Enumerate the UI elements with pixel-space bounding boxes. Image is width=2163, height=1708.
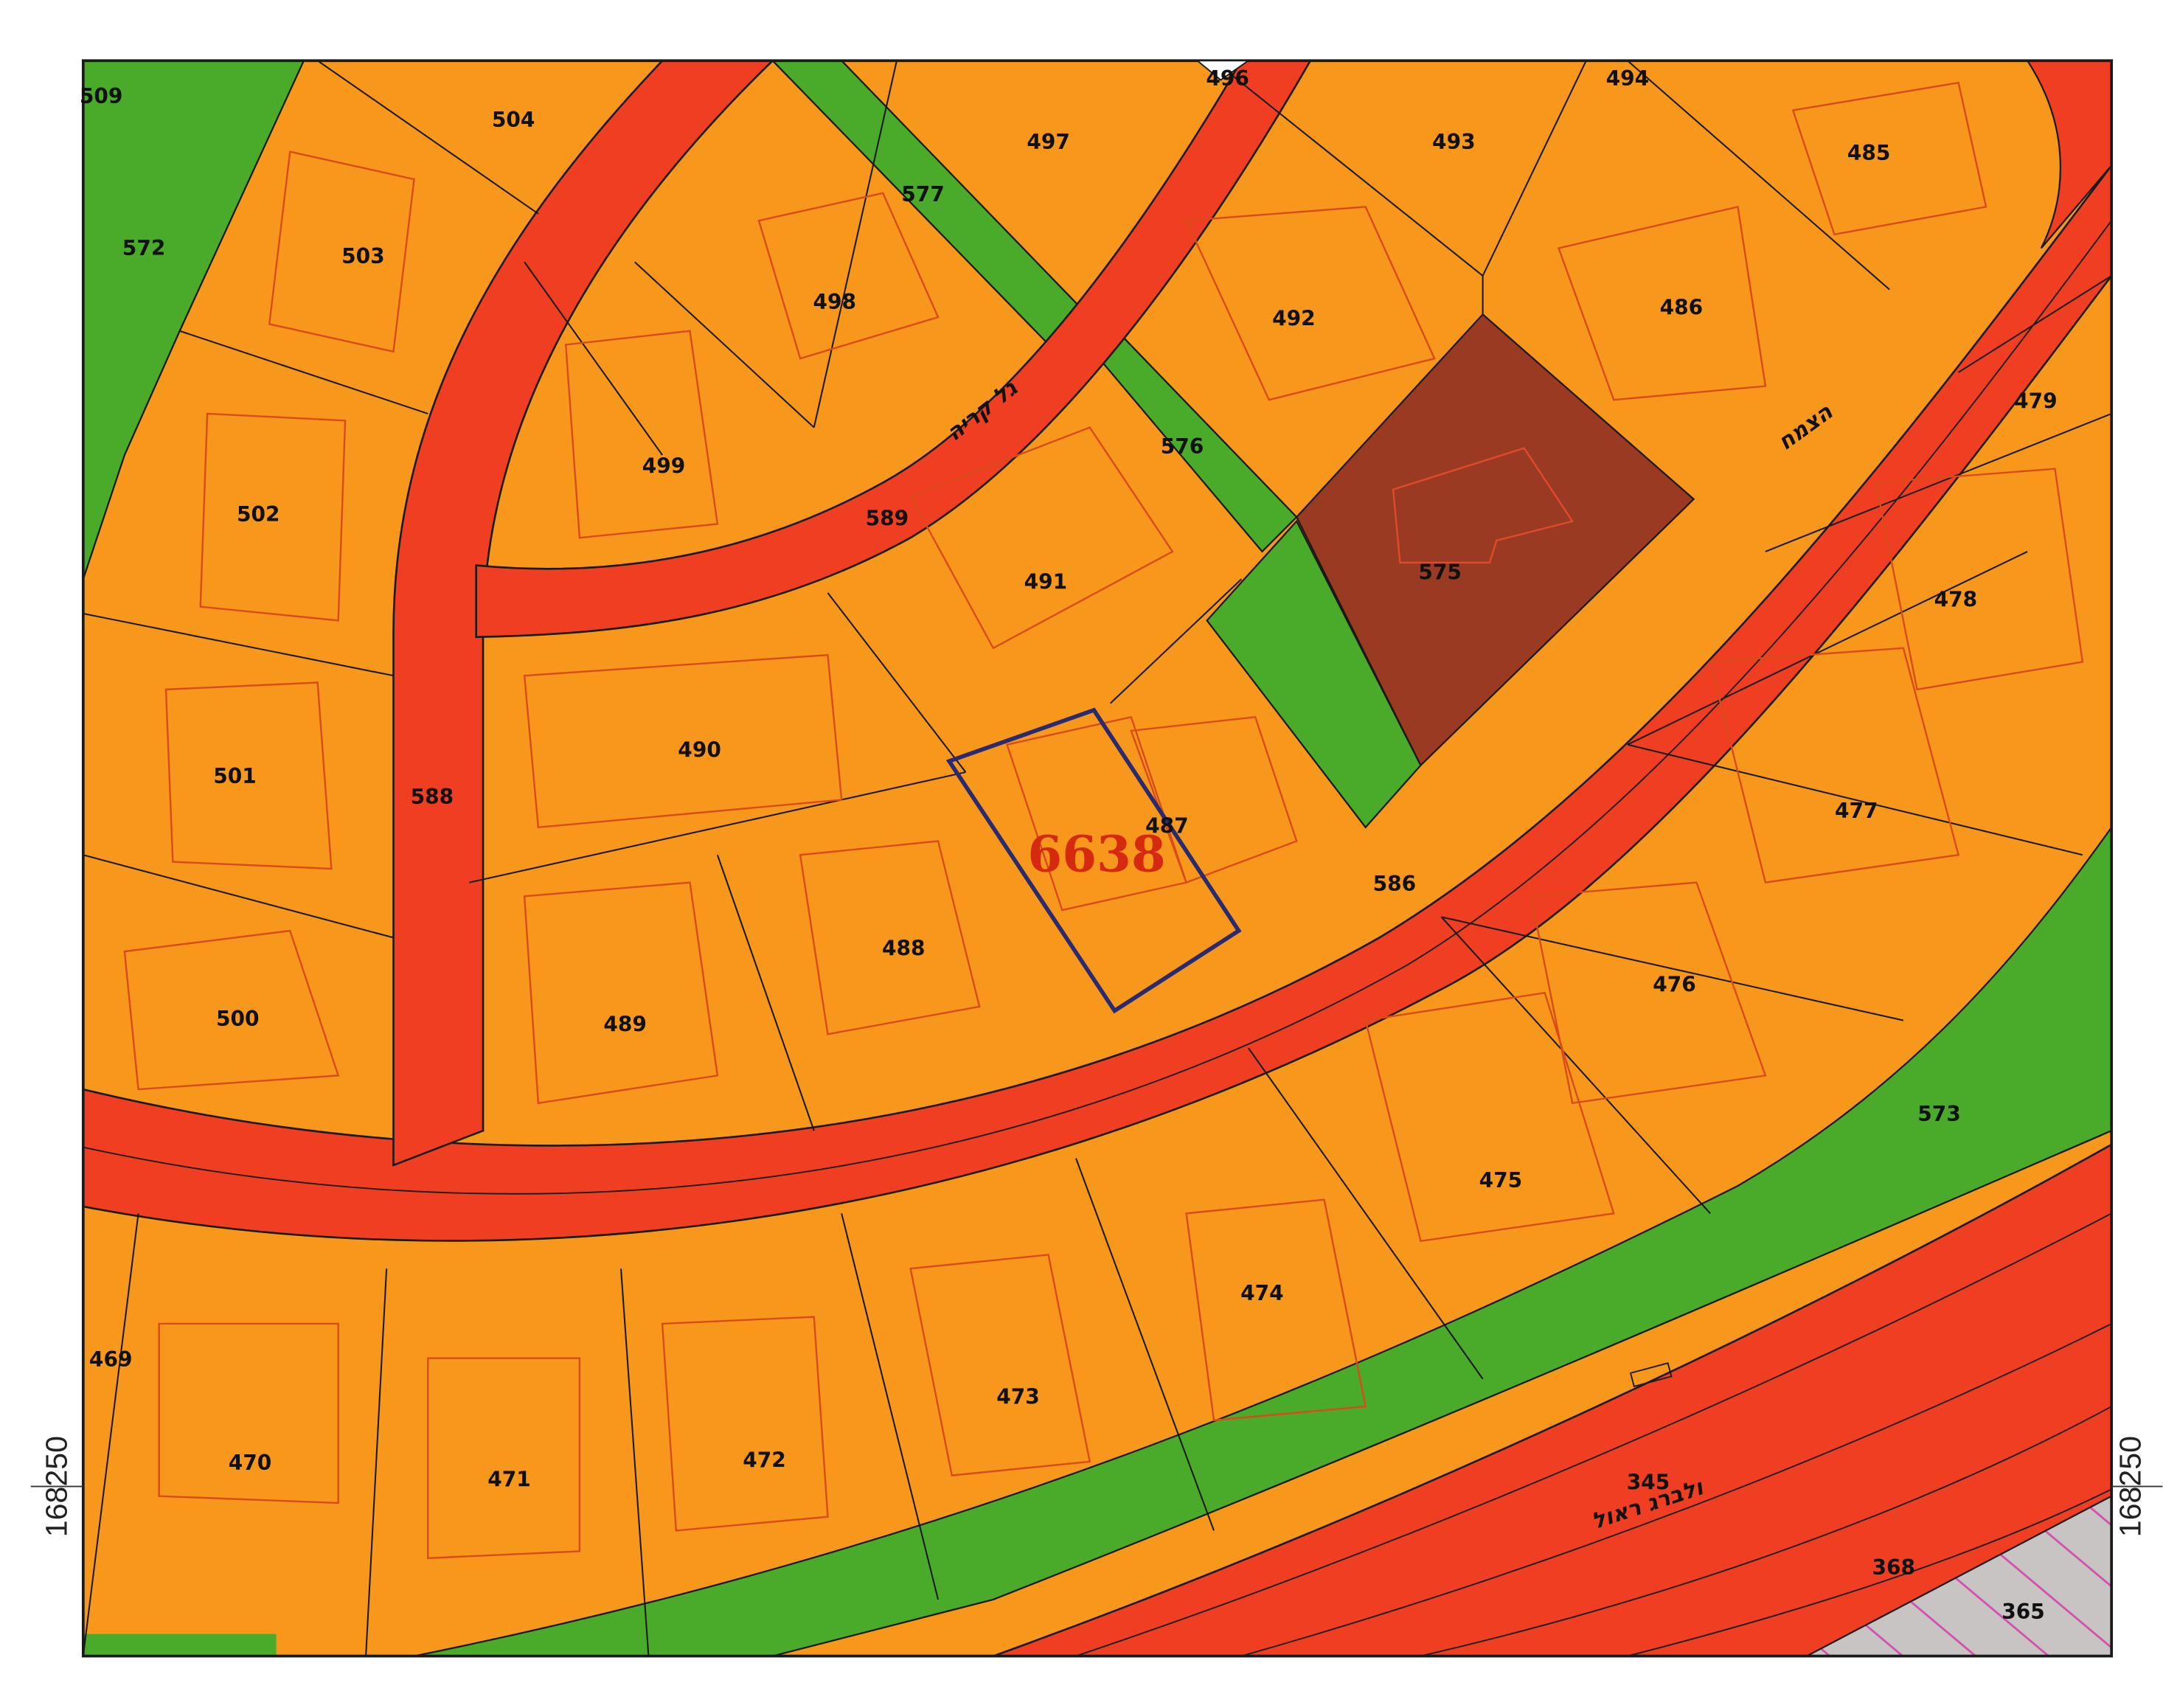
parcel-label: 589 <box>866 506 909 530</box>
parcel-label: 503 <box>341 244 385 268</box>
green-area-572 <box>83 60 305 580</box>
parcel-label: 502 <box>237 502 280 527</box>
parcel-label: 365 <box>2001 1600 2045 1624</box>
parcel-label: 471 <box>487 1468 531 1492</box>
parcel-label: 490 <box>678 737 721 762</box>
parcel-label: 576 <box>1161 434 1204 459</box>
parcel-label: 368 <box>1872 1555 1916 1580</box>
parcel-label: 499 <box>642 454 686 478</box>
green-area-573 <box>414 825 2112 1656</box>
highway-line-2 <box>1241 1323 2112 1656</box>
highway-line-3 <box>1420 1406 2112 1656</box>
parcel-label: 479 <box>2014 389 2058 413</box>
road-588 <box>392 60 774 1167</box>
highlighted-block-6638[interactable] <box>945 707 1242 1014</box>
parcel-label: 345 <box>1627 1470 1670 1494</box>
parcel-label: 577 <box>901 182 945 206</box>
green-area-corner <box>83 1634 277 1656</box>
parcel-label: 501 <box>213 764 257 788</box>
parcel-label: 500 <box>216 1007 260 1031</box>
parcel-label: 492 <box>1272 306 1316 330</box>
block-number-label: 6638 <box>1027 825 1165 883</box>
parcel-label: 474 <box>1240 1281 1284 1305</box>
road-centerline <box>83 220 2112 1195</box>
parcel-label: 478 <box>1934 588 1978 612</box>
public-parcel-575 <box>1295 313 1695 767</box>
parcel-label: 475 <box>1479 1168 1523 1193</box>
road-345 <box>993 1143 2112 1656</box>
parcel-label: 504 <box>492 108 535 132</box>
hatched-area-365 <box>1806 1495 2112 1656</box>
parcel-label: 572 <box>122 236 166 260</box>
parcel-boundaries <box>83 60 2112 1656</box>
parcel-label: 573 <box>1917 1102 1961 1126</box>
parcel-label: 588 <box>411 785 454 809</box>
parcel-label: 470 <box>229 1451 272 1475</box>
map-frame <box>81 59 2114 1658</box>
structure-marker <box>1629 1362 1673 1388</box>
parcel-label: 487 <box>1145 813 1189 838</box>
parcel-label: 509 <box>80 84 123 108</box>
parcel-label: 493 <box>1432 130 1476 154</box>
parcel-label: 491 <box>1024 569 1068 594</box>
highway-line-4 <box>1627 1488 2112 1656</box>
public-building-outline <box>1392 447 1574 564</box>
parcel-label: 498 <box>813 290 857 314</box>
parcel-label: 477 <box>1835 799 1878 823</box>
parcel-label: 496 <box>1206 66 1249 91</box>
parcel-label: 488 <box>882 937 926 961</box>
parcel-label: 469 <box>89 1347 133 1372</box>
coordinate-label-right: 168250 <box>2113 1436 2147 1537</box>
north-notch <box>1195 60 1251 81</box>
parcel-label: 485 <box>1847 141 1891 165</box>
coordinate-label-left: 168250 <box>39 1436 73 1537</box>
parcel-label: 575 <box>1418 560 1462 584</box>
parcel-label: 472 <box>743 1448 786 1472</box>
building-outlines <box>123 81 2084 1560</box>
parcel-label: 473 <box>996 1384 1040 1409</box>
parcel-label: 586 <box>1373 872 1417 896</box>
parcel-label: 497 <box>1027 130 1070 154</box>
parcel-label: 486 <box>1660 295 1704 319</box>
parcel-label: 476 <box>1653 972 1696 996</box>
parcel-label: 494 <box>1606 66 1650 91</box>
road-586 <box>83 164 2112 1242</box>
highway-line-1 <box>1075 1212 2112 1656</box>
parcel-label: 489 <box>603 1013 647 1037</box>
road-ne-end <box>2026 60 2112 249</box>
